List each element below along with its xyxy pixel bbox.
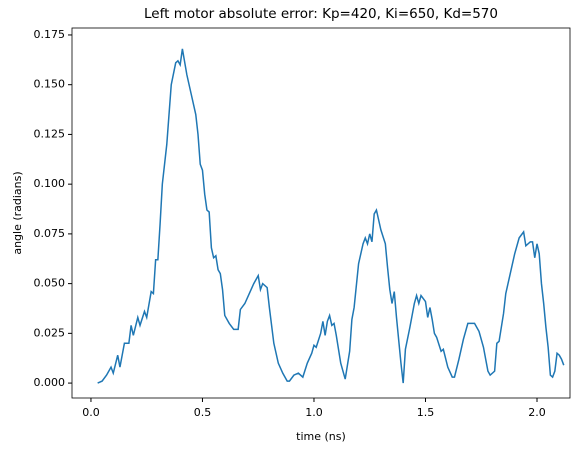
x-tick-label: 1.0 bbox=[305, 406, 323, 419]
x-tick-label: 2.0 bbox=[528, 406, 546, 419]
data-line bbox=[97, 48, 565, 384]
x-tick-label: 0.0 bbox=[82, 406, 100, 419]
x-tick-label: 1.5 bbox=[417, 406, 435, 419]
x-axis-label: time (ns) bbox=[296, 430, 346, 443]
y-tick-label: 0.025 bbox=[34, 326, 66, 339]
y-tick-label: 0.150 bbox=[34, 78, 66, 91]
y-tick-label: 0.075 bbox=[34, 227, 66, 240]
y-tick-label: 0.050 bbox=[34, 277, 66, 290]
plot-frame bbox=[71, 27, 571, 399]
y-axis-label: angle (radians) bbox=[11, 171, 24, 254]
y-tick-label: 0.175 bbox=[34, 28, 66, 41]
x-tick-label: 0.5 bbox=[194, 406, 212, 419]
y-tick-label: 0.125 bbox=[34, 127, 66, 140]
y-tick-label: 0.100 bbox=[34, 177, 66, 190]
chart-title: Left motor absolute error: Kp=420, Ki=65… bbox=[144, 6, 498, 22]
y-tick-label: 0.000 bbox=[34, 376, 66, 389]
